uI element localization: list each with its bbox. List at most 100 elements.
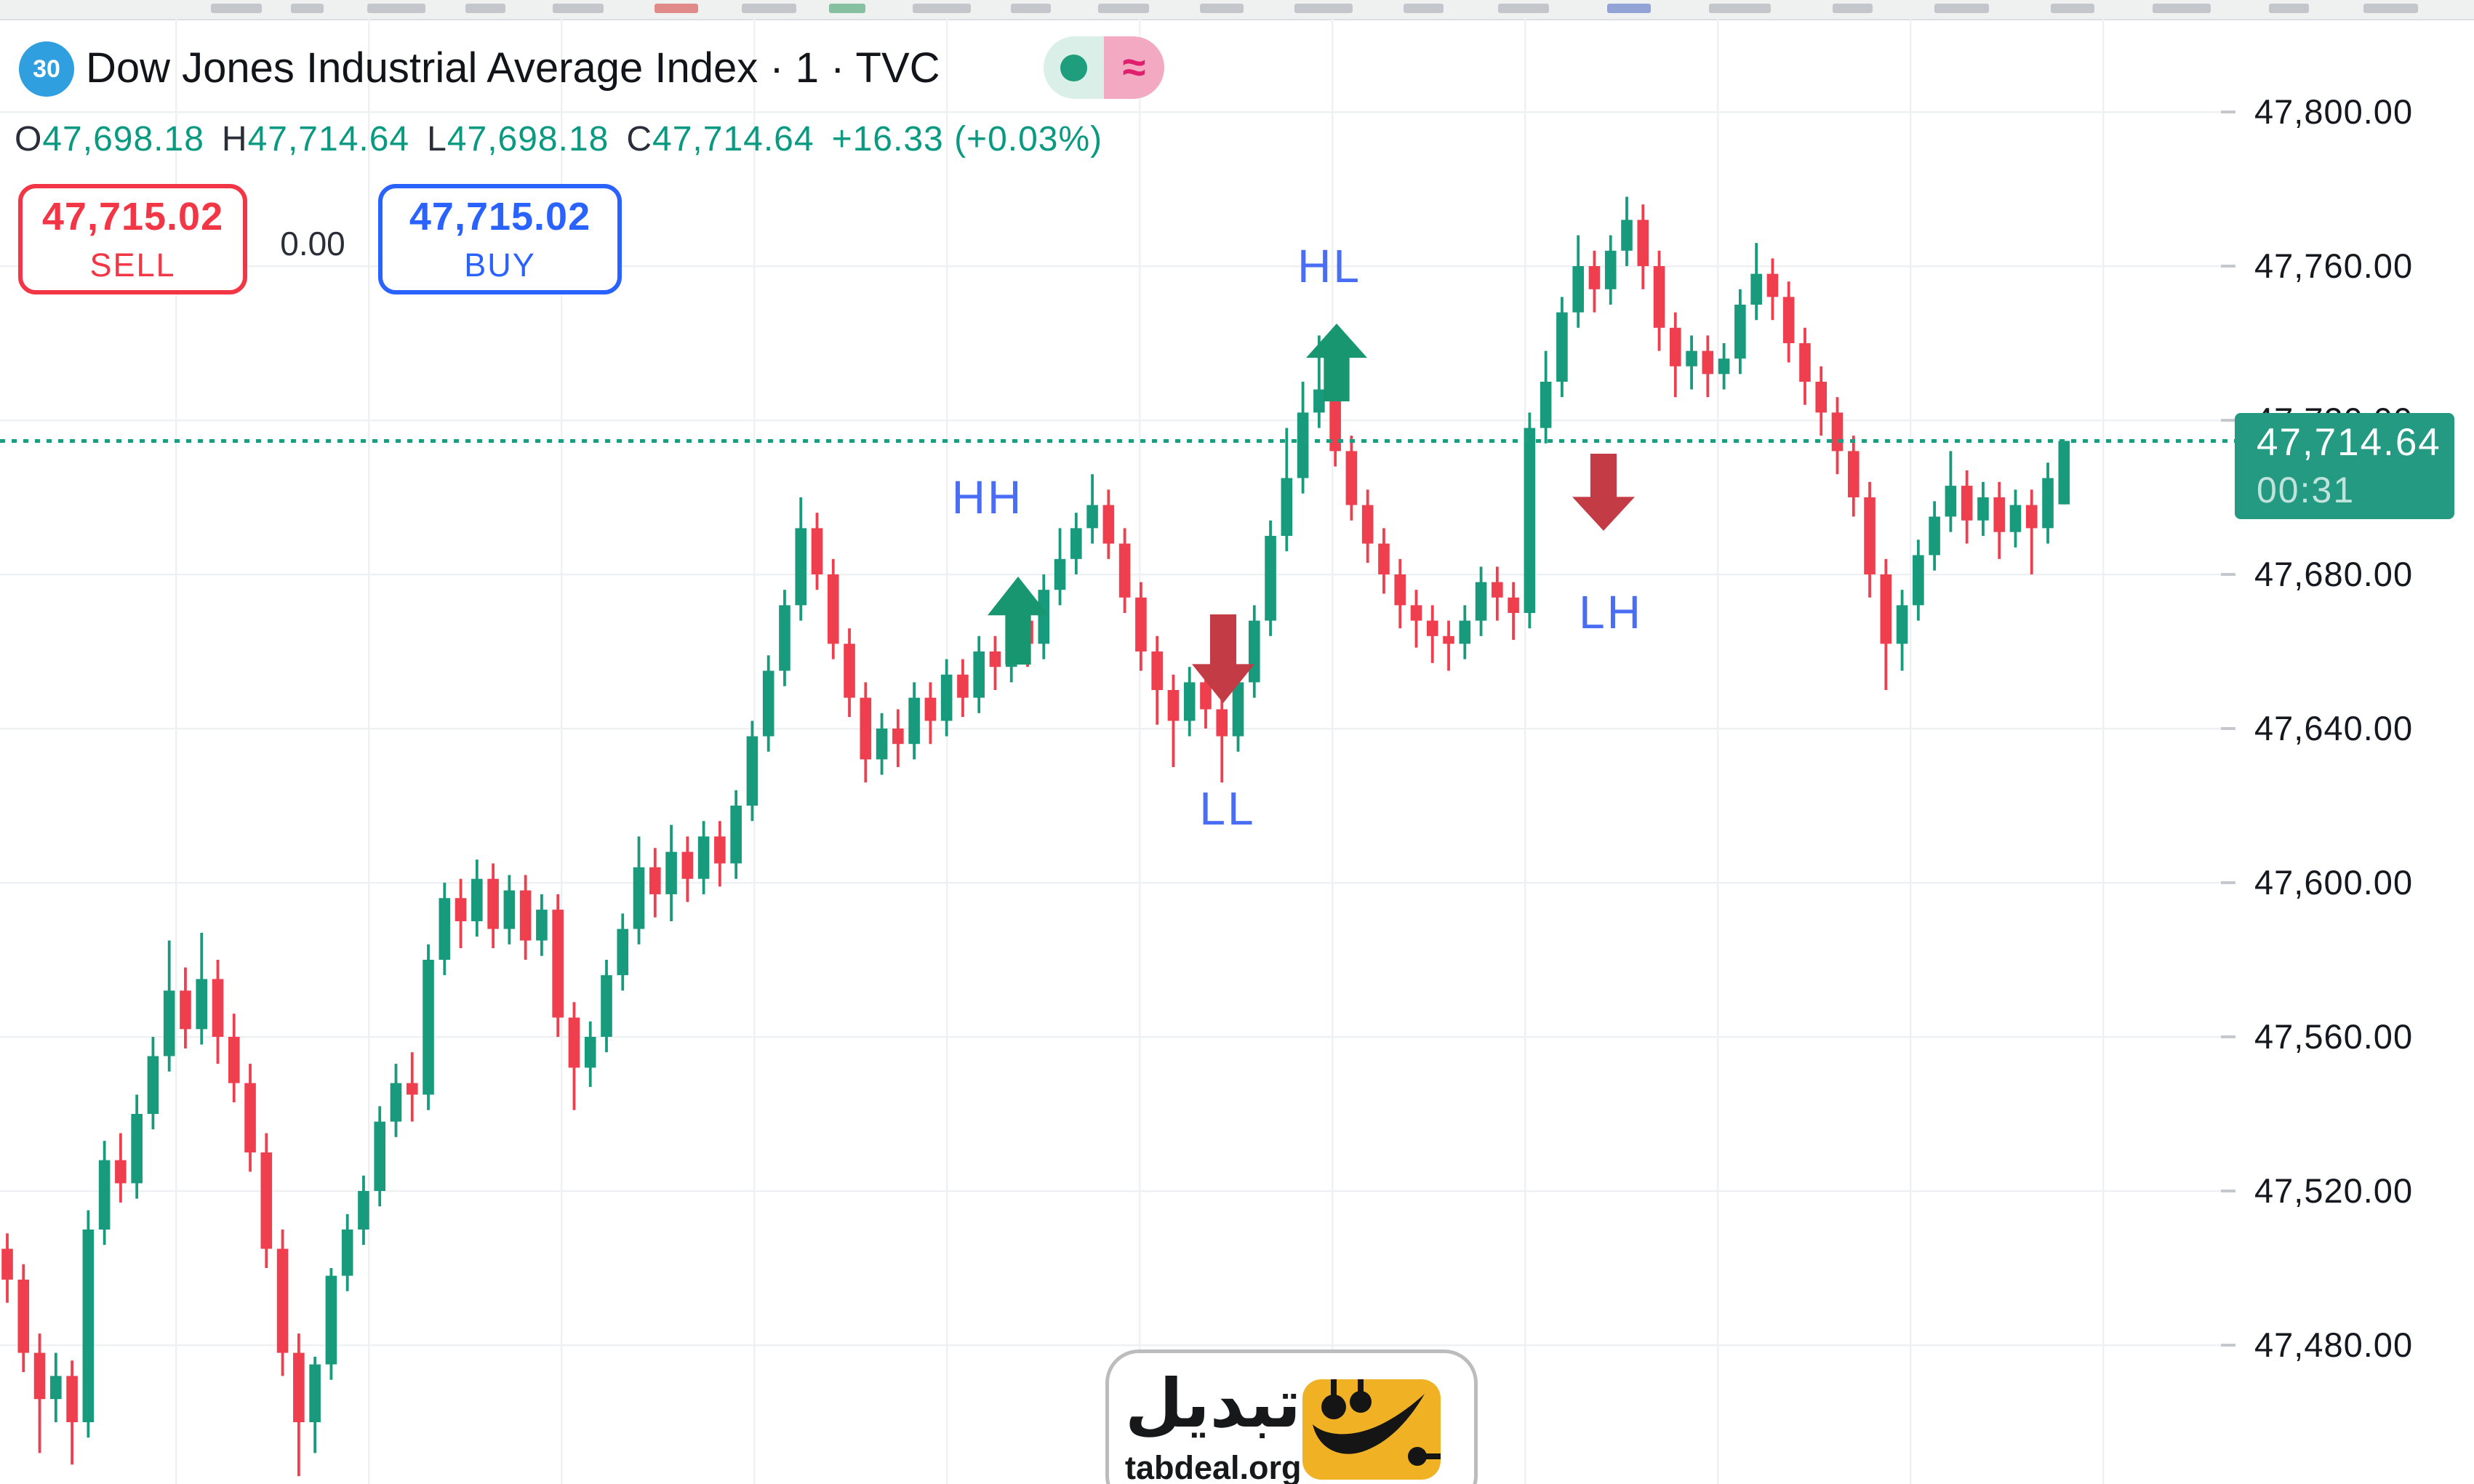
axis-price-label[interactable]: 47,680.00 — [2254, 555, 2414, 593]
ohlc-open-value: 47,698.18 — [42, 120, 204, 159]
axis-price-label[interactable]: 47,800.00 — [2254, 92, 2414, 131]
indicator-toggle-pill[interactable]: ≈ — [1044, 36, 1164, 99]
indicator-pill-left[interactable] — [1044, 36, 1104, 99]
candle-body — [633, 867, 645, 929]
candle-body — [519, 890, 532, 941]
toolbar-fragment — [465, 4, 505, 13]
price-tag-countdown: 00:31 — [2257, 470, 2355, 510]
buy-price: 47,715.02 — [409, 195, 591, 238]
candle-wick — [1447, 620, 1450, 671]
brand-domain: tabdeal.org — [1125, 1449, 1302, 1484]
axis-price-label[interactable]: 47,560.00 — [2254, 1017, 2414, 1056]
candle-body — [358, 1191, 369, 1230]
candle-body — [163, 990, 175, 1056]
ohlc-low-label: L — [427, 120, 447, 159]
candle-body — [973, 651, 985, 698]
axis-tick-mark — [2221, 1035, 2235, 1038]
candle-body — [1118, 543, 1131, 598]
axis-tick-mark — [2221, 265, 2235, 268]
candle-body — [1782, 297, 1795, 343]
candle-body — [617, 928, 629, 976]
candle-body — [2025, 505, 2038, 529]
sell-button[interactable]: 47,715.02 SELL — [18, 184, 247, 294]
candle-body — [1200, 682, 1212, 710]
candle-body — [1556, 312, 1568, 382]
swing-label-ll[interactable]: LL — [1199, 782, 1256, 835]
grid-line-vertical — [1524, 19, 1526, 1484]
toolbar-fragment — [654, 4, 698, 13]
candle-body — [1604, 250, 1617, 289]
symbol-logo-badge[interactable]: 30 — [19, 41, 74, 97]
candle-body — [746, 736, 758, 806]
candle-body — [957, 674, 969, 698]
candle-body — [681, 851, 694, 879]
swing-label-lh[interactable]: LH — [1579, 586, 1643, 638]
candle-body — [1880, 574, 1892, 644]
candle-body — [584, 1037, 596, 1068]
axis-tick-mark — [2221, 419, 2235, 422]
candle-body — [1637, 220, 1649, 266]
candle-body — [1913, 555, 1924, 606]
axis-price-label[interactable]: 47,600.00 — [2254, 863, 2414, 902]
candle-body — [1864, 497, 1875, 574]
ohlc-high-label: H — [221, 120, 248, 159]
axis-tick-mark — [2221, 573, 2235, 576]
candle-body — [212, 979, 224, 1037]
approx-icon: ≈ — [1122, 44, 1146, 91]
toolbar-fragment — [1200, 4, 1244, 13]
grid-line-horizontal — [0, 882, 2222, 884]
candle-body — [374, 1121, 386, 1191]
candle-body — [1670, 327, 1681, 366]
candle-body — [1977, 497, 1989, 521]
axis-price-label[interactable]: 47,480.00 — [2254, 1325, 2414, 1364]
toolbar-fragment — [1294, 4, 1353, 13]
candle-body — [1443, 635, 1454, 644]
green-dot-icon — [1060, 54, 1087, 81]
candle-body — [423, 960, 434, 1095]
candle-body — [309, 1364, 321, 1422]
candle-wick — [1220, 694, 1224, 783]
grid-line-vertical — [368, 19, 370, 1484]
ohlc-change: +16.33 (+0.03%) — [831, 120, 1103, 159]
axis-price-label[interactable]: 47,640.00 — [2254, 709, 2414, 747]
swing-label-hh[interactable]: HH — [951, 471, 1024, 524]
candle-body — [1508, 597, 1519, 613]
candle-body — [131, 1114, 143, 1184]
candle-body — [1361, 505, 1374, 544]
candle-body — [471, 878, 483, 921]
candle-body — [82, 1230, 95, 1422]
candle-body — [1799, 343, 1811, 382]
axis-price-label[interactable]: 47,520.00 — [2254, 1171, 2414, 1210]
candle-body — [2058, 441, 2070, 505]
ohlc-close-label: C — [626, 120, 653, 159]
candle-body — [390, 1083, 402, 1122]
toolbar-fragment — [553, 4, 604, 13]
candle-body — [260, 1152, 273, 1249]
indicator-pill-right[interactable]: ≈ — [1104, 36, 1164, 99]
candle-body — [244, 1083, 256, 1152]
grid-line-horizontal — [0, 1344, 2222, 1347]
candles — [1, 196, 2070, 1477]
grid-line-horizontal — [0, 1190, 2222, 1192]
grid-line-horizontal — [0, 420, 2222, 422]
tabdeal-logo-icon — [1302, 1379, 1441, 1480]
current-price-tag: 47,714.64 00:31 — [2235, 413, 2454, 519]
toolbar-fragment — [2363, 4, 2418, 13]
candle-body — [552, 910, 564, 1018]
toolbar-fragment — [291, 4, 324, 13]
candle-body — [115, 1160, 127, 1184]
candle-body — [2009, 505, 2022, 532]
toolbar-fragment — [1833, 4, 1873, 13]
swing-label-hl[interactable]: HL — [1297, 240, 1361, 292]
toolbar-fragment — [1098, 4, 1149, 13]
symbol-title[interactable]: Dow Jones Industrial Average Index · 1 ·… — [86, 44, 940, 92]
grid-line-horizontal — [0, 1036, 2222, 1038]
candle-body — [1054, 558, 1066, 590]
candle-body — [1815, 382, 1828, 413]
grid-line-horizontal — [0, 574, 2222, 576]
candle-body — [1167, 690, 1180, 721]
buy-button[interactable]: 47,715.02 BUY — [378, 184, 622, 294]
candle-body — [1653, 266, 1665, 328]
axis-price-label[interactable]: 47,760.00 — [2254, 246, 2414, 285]
